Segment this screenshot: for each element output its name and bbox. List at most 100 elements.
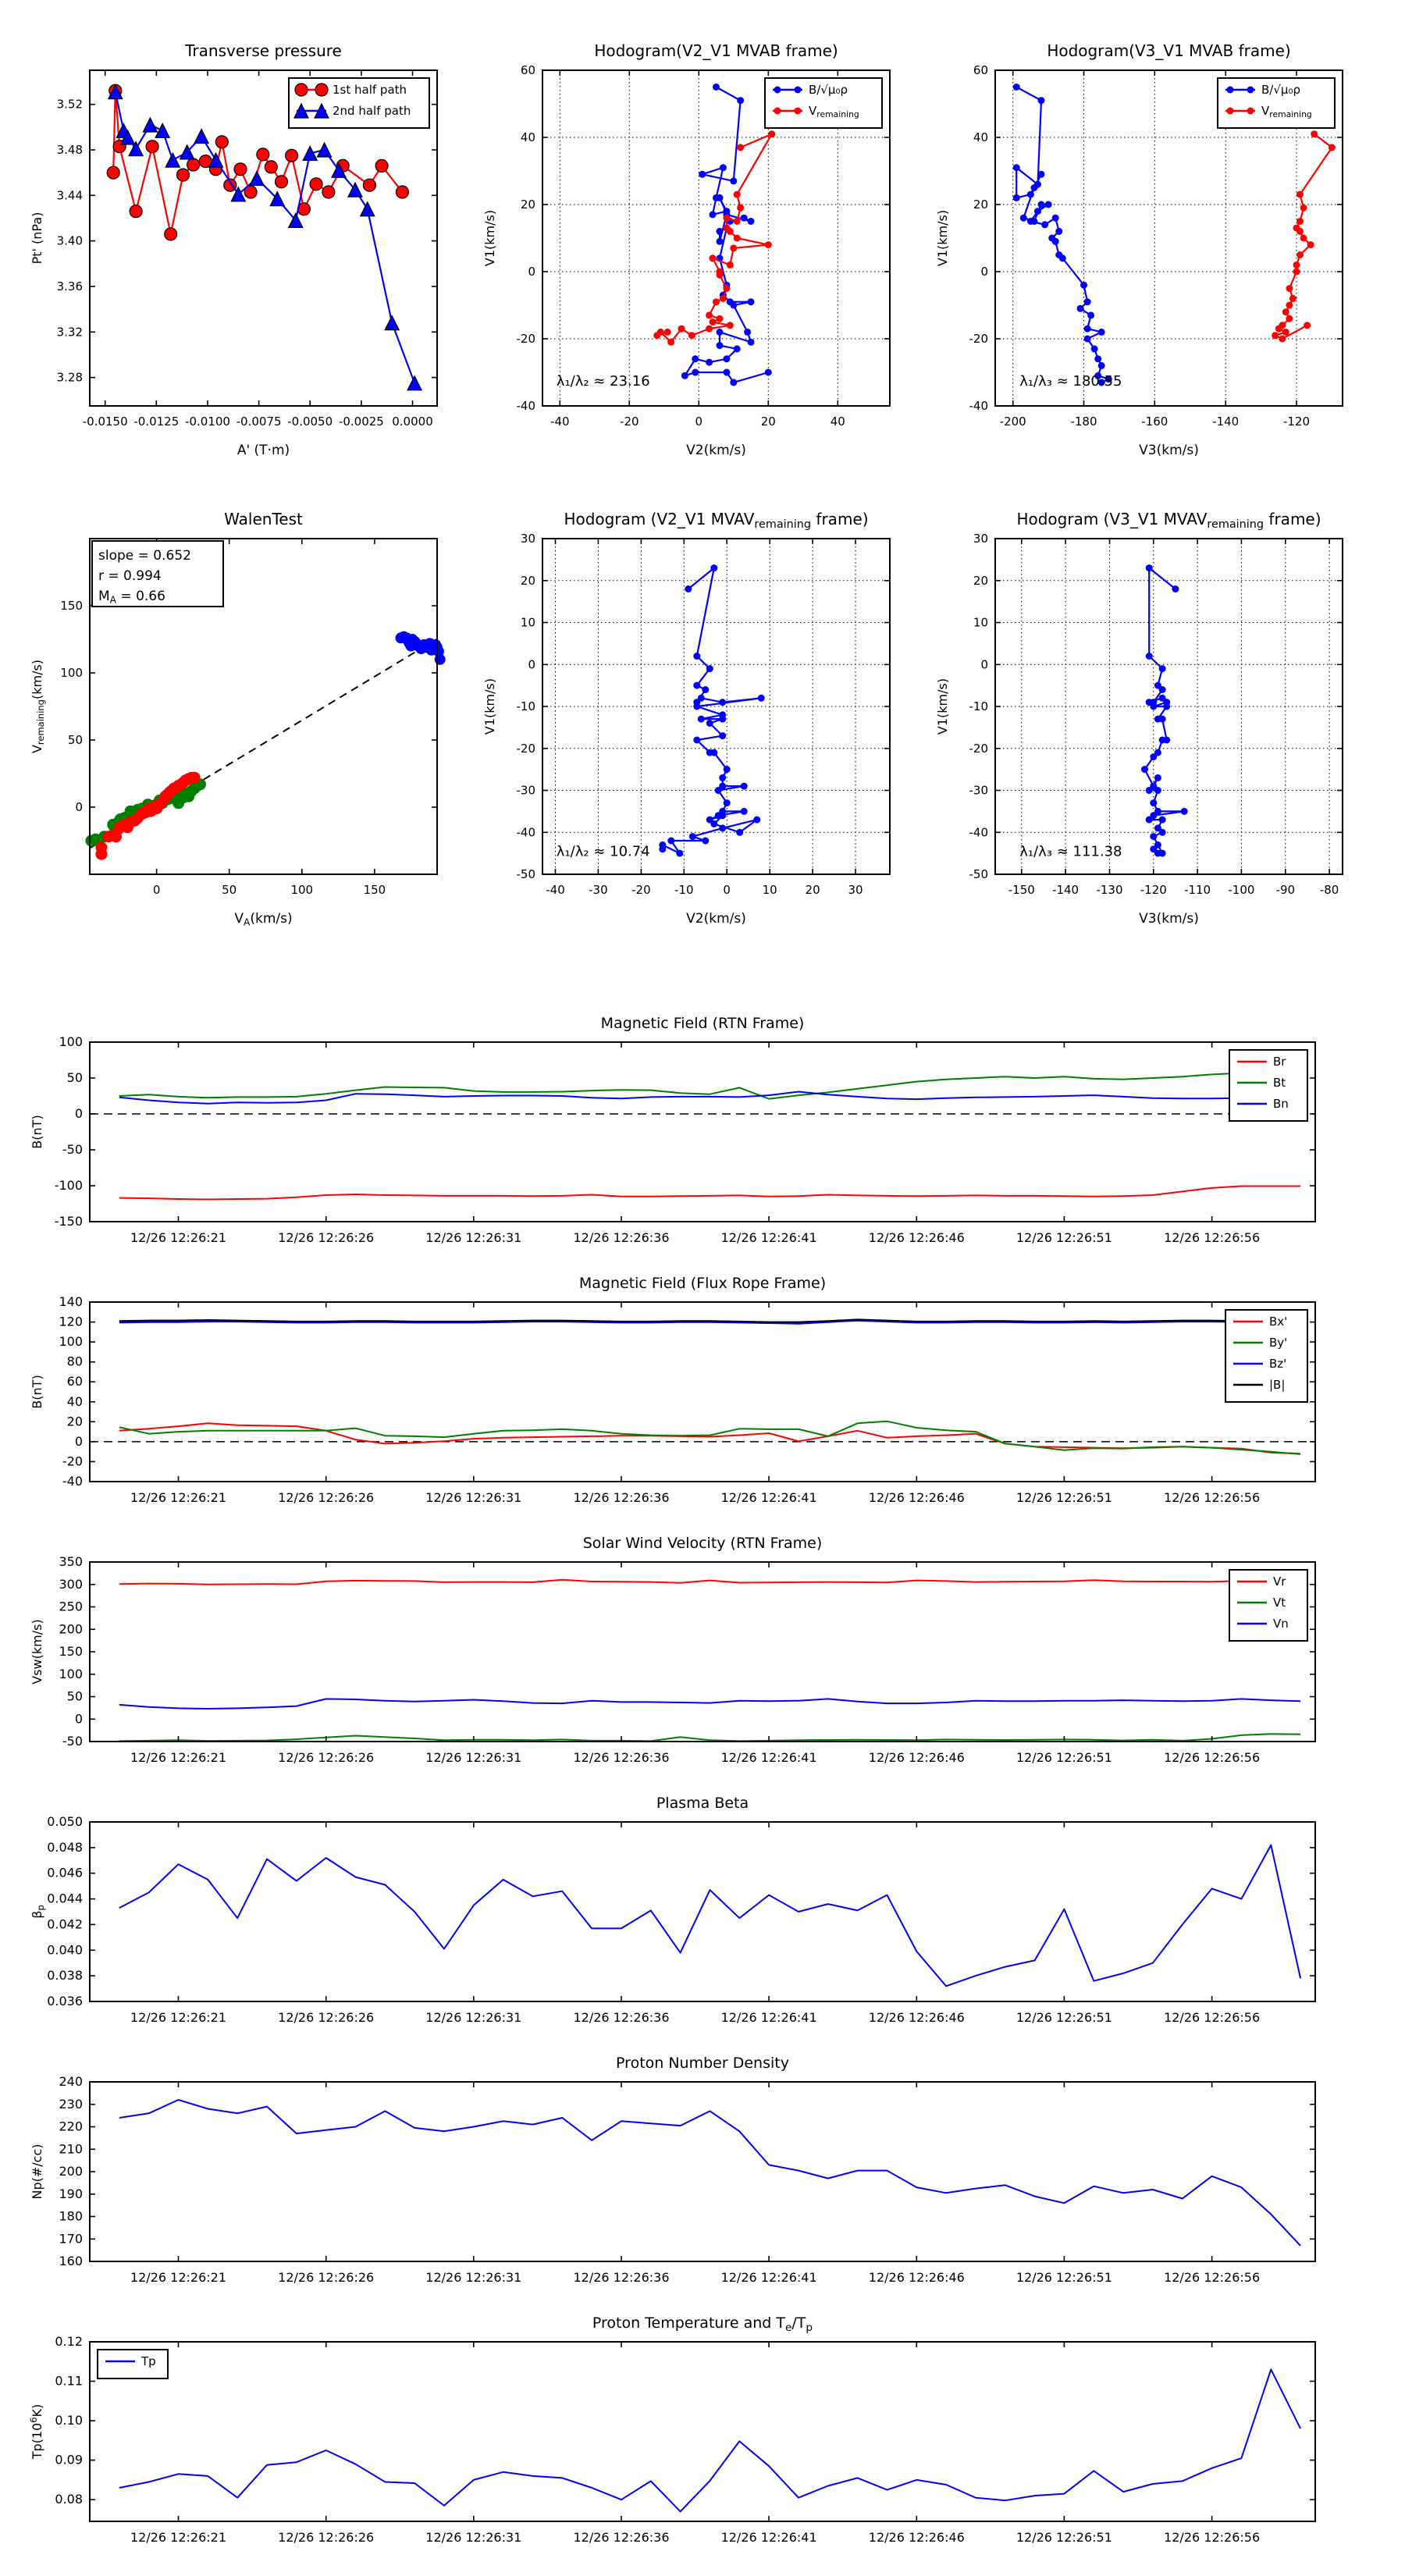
hodogram-v2v1-mvav-title: Hodogram (V2_V1 MVAVremaining frame) — [564, 510, 868, 531]
axes-frame — [89, 538, 438, 875]
y-tick-label: -10 — [969, 699, 989, 713]
marker — [744, 328, 752, 336]
y-tick-label: 300 — [59, 1577, 83, 1592]
y-tick-label: 200 — [59, 2164, 83, 2179]
marker — [315, 83, 329, 97]
series-line — [119, 1069, 1301, 1100]
x-tick-label: 12/26 12:26:21 — [130, 2530, 226, 2545]
x-tick-label: 12/26 12:26:21 — [130, 1750, 226, 1765]
marker — [155, 122, 171, 138]
marker — [1297, 251, 1304, 258]
marker — [1094, 372, 1102, 379]
y-tick-label: 0.036 — [47, 1994, 83, 2008]
marker — [274, 175, 289, 189]
series-proton-temperature — [119, 2368, 1301, 2513]
marker — [164, 227, 178, 241]
marker — [678, 325, 685, 333]
x-tick-label: -0.0150 — [83, 415, 128, 429]
series-line — [119, 1319, 1301, 1325]
y-tick-label: -50 — [517, 867, 536, 881]
x-tick-label: 12/26 12:26:31 — [425, 1230, 521, 1245]
marker — [1158, 828, 1166, 836]
y-tick-label: 0 — [75, 1711, 83, 1726]
marker — [249, 170, 265, 187]
marker — [107, 84, 123, 100]
x-tick-label: -0.0125 — [133, 415, 179, 429]
np-title: Proton Number Density — [616, 2055, 789, 2072]
marker — [757, 694, 765, 702]
y-tick-label: 0.040 — [47, 1942, 83, 1957]
marker — [1247, 86, 1254, 94]
marker — [733, 218, 741, 225]
marker — [764, 241, 772, 249]
marker — [1097, 328, 1105, 336]
x-tick-label: 12/26 12:26:41 — [721, 1750, 817, 1765]
axes-frame — [89, 1301, 1316, 1482]
marker — [723, 368, 731, 376]
marker — [1019, 214, 1027, 222]
marker — [1083, 335, 1091, 343]
marker — [693, 653, 701, 660]
x-tick-label: -30 — [589, 883, 608, 897]
marker — [1293, 268, 1300, 276]
y-tick-label: 0 — [75, 800, 83, 814]
marker — [176, 168, 190, 182]
marker — [1304, 322, 1311, 329]
vsw-legend: Vr Vt Vn — [1229, 1569, 1308, 1642]
marker — [716, 237, 724, 245]
marker — [706, 325, 713, 333]
y-tick-label: 210 — [59, 2141, 83, 2156]
x-tick-label: 12/26 12:26:51 — [1016, 1230, 1112, 1245]
marker — [1154, 841, 1161, 849]
marker — [1034, 208, 1041, 215]
marker — [740, 782, 748, 790]
marker — [1154, 749, 1161, 756]
marker — [1297, 227, 1304, 235]
x-tick-label: 12/26 12:26:21 — [130, 2010, 226, 2025]
legend-label: Vremaining — [809, 104, 859, 119]
chart-transverse-pressure: -0.0150 -0.0125 -0.0100 -0.0075 -0.0050 -0.00… — [16, 8, 461, 476]
y-tick-label: 0 — [980, 657, 988, 671]
x-tick-label: -150 — [1008, 883, 1035, 897]
marker — [706, 816, 713, 824]
marker — [128, 141, 144, 157]
x-tick-label: 12/26 12:26:26 — [278, 1490, 374, 1505]
annotation: λ₁/λ₂ ≈ 10.74 — [557, 843, 650, 859]
chart-solar-wind-velocity: 12/26 12:26:21 12/26 12:26:26 12/26 12:26:… — [8, 1527, 1397, 1788]
series-Bz-prime — [119, 1319, 1301, 1325]
marker — [1090, 345, 1098, 353]
marker — [716, 271, 724, 279]
y-tick-label: -30 — [969, 784, 989, 798]
legend-label: Br — [1273, 1055, 1286, 1069]
marker — [713, 298, 720, 306]
marker — [1154, 824, 1161, 832]
marker — [737, 97, 745, 105]
series-line — [119, 2368, 1301, 2513]
y-tick-label: -40 — [969, 825, 989, 839]
marker — [1097, 361, 1105, 369]
x-tick-label: 12/26 12:26:56 — [1164, 1750, 1260, 1765]
marker — [1282, 308, 1289, 316]
walen-test-ylabel: Vremaining(km/s) — [30, 660, 46, 753]
marker — [293, 102, 309, 119]
legend-box — [1229, 1569, 1308, 1642]
marker — [1158, 694, 1166, 702]
x-tick-label: -160 — [1141, 415, 1168, 429]
marker — [719, 294, 727, 302]
axes-frame — [89, 1041, 1316, 1222]
y-tick-label: 3.40 — [57, 234, 83, 248]
tp-ylabel: Tp(106K) — [28, 2404, 44, 2460]
x-tick-label: 12/26 12:26:21 — [130, 1490, 226, 1505]
x-tick-label: 12/26 12:26:46 — [869, 2530, 965, 2545]
x-tick-label: 12/26 12:26:41 — [721, 1490, 817, 1505]
marker — [362, 178, 376, 192]
marker — [230, 186, 247, 202]
y-tick-label: 20 — [521, 574, 535, 588]
transverse-pressure-svg: -0.0150 -0.0125 -0.0100 -0.0075 -0.0050 -0.00… — [30, 41, 438, 458]
marker — [1226, 86, 1234, 94]
marker — [719, 812, 727, 820]
vsw-svg: 12/26 12:26:21 12/26 12:26:26 12/26 12:26:… — [30, 1535, 1316, 1765]
x-tick-label: -80 — [1320, 883, 1339, 897]
legend-label: |B| — [1269, 1378, 1285, 1392]
marker — [716, 227, 724, 235]
